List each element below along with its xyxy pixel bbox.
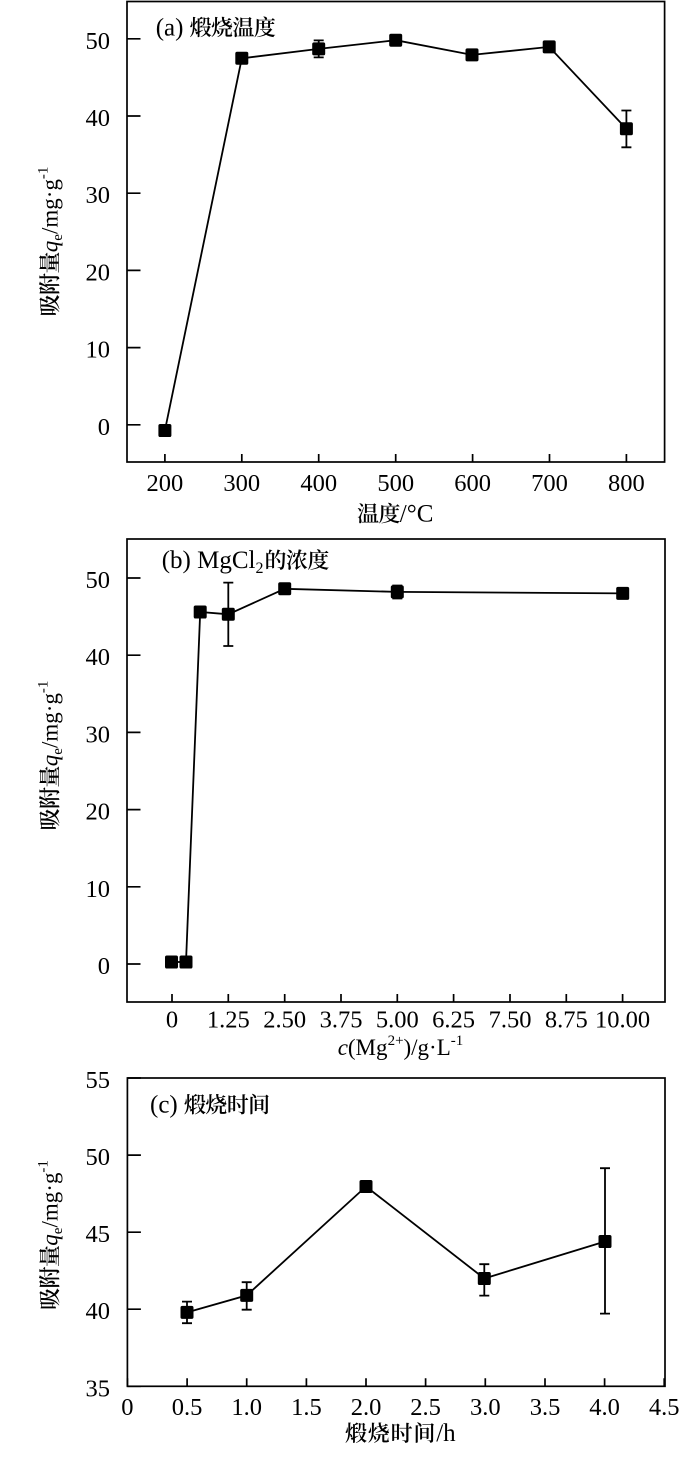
svg-text:8.75: 8.75	[545, 1007, 588, 1034]
svg-text:c: c	[338, 1035, 348, 1060]
svg-text:1.5: 1.5	[291, 1394, 322, 1421]
svg-text:0: 0	[98, 414, 110, 441]
svg-text:20: 20	[86, 799, 111, 826]
svg-text:800: 800	[608, 470, 645, 497]
svg-text:-1: -1	[451, 1033, 464, 1049]
svg-text:/mg·g: /mg·g	[38, 179, 63, 234]
svg-text:50: 50	[86, 567, 111, 594]
svg-text:1.25: 1.25	[207, 1007, 250, 1034]
svg-text:2.50: 2.50	[263, 1007, 306, 1034]
svg-text:q: q	[38, 1234, 63, 1246]
svg-text:e: e	[50, 748, 66, 755]
svg-text:/mg·g: /mg·g	[38, 693, 63, 748]
svg-text:(c): (c)	[150, 1092, 178, 1119]
svg-text:700: 700	[531, 470, 568, 497]
svg-text:10: 10	[86, 876, 111, 903]
svg-text:(a): (a)	[156, 14, 184, 41]
svg-text:/°C: /°C	[400, 501, 434, 528]
svg-text:)/g·L: )/g·L	[404, 1035, 451, 1060]
svg-text:40: 40	[86, 105, 111, 132]
svg-text:500: 500	[377, 470, 414, 497]
svg-text:(b) MgCl: (b) MgCl	[162, 547, 256, 574]
svg-text:-1: -1	[36, 681, 52, 694]
svg-text:-1: -1	[36, 167, 52, 180]
svg-text:50: 50	[86, 28, 111, 55]
svg-text:0: 0	[98, 953, 110, 980]
svg-text:10: 10	[86, 337, 111, 364]
svg-text:3.5: 3.5	[530, 1394, 561, 1421]
svg-text:7.50: 7.50	[489, 1007, 532, 1034]
svg-text:q: q	[38, 241, 63, 253]
svg-text:q: q	[38, 755, 63, 767]
svg-text:35: 35	[86, 1375, 111, 1402]
svg-text:0: 0	[121, 1394, 133, 1421]
svg-text:2.0: 2.0	[351, 1394, 382, 1421]
svg-text:6.25: 6.25	[432, 1007, 475, 1034]
svg-text:55: 55	[86, 1067, 111, 1094]
svg-text:5.00: 5.00	[376, 1007, 419, 1034]
svg-text:45: 45	[86, 1221, 111, 1248]
svg-text:4.0: 4.0	[589, 1394, 620, 1421]
svg-text:30: 30	[86, 721, 111, 748]
svg-text:(Mg: (Mg	[348, 1035, 388, 1060]
svg-text:2: 2	[256, 560, 264, 577]
svg-text:200: 200	[147, 470, 184, 497]
svg-text:1.0: 1.0	[231, 1394, 262, 1421]
svg-text:4.5: 4.5	[649, 1394, 680, 1421]
svg-text:50: 50	[86, 1144, 111, 1171]
svg-text:40: 40	[86, 644, 111, 671]
svg-text:/h: /h	[436, 1420, 456, 1447]
svg-text:600: 600	[454, 470, 491, 497]
svg-text:2.5: 2.5	[410, 1394, 441, 1421]
svg-text:20: 20	[86, 259, 111, 286]
svg-text:0: 0	[166, 1007, 178, 1034]
svg-text:10.00: 10.00	[595, 1007, 650, 1034]
svg-text:3.75: 3.75	[320, 1007, 363, 1034]
svg-text:300: 300	[223, 470, 260, 497]
svg-text:40: 40	[86, 1298, 111, 1325]
svg-text:e: e	[50, 234, 66, 241]
svg-text:-1: -1	[36, 1160, 52, 1173]
svg-text:0.5: 0.5	[172, 1394, 203, 1421]
svg-text:30: 30	[86, 182, 111, 209]
svg-text:2+: 2+	[388, 1033, 404, 1049]
svg-text:3.0: 3.0	[470, 1394, 501, 1421]
svg-text:/mg·g: /mg·g	[38, 1172, 63, 1227]
svg-text:400: 400	[300, 470, 337, 497]
svg-text:e: e	[50, 1227, 66, 1234]
